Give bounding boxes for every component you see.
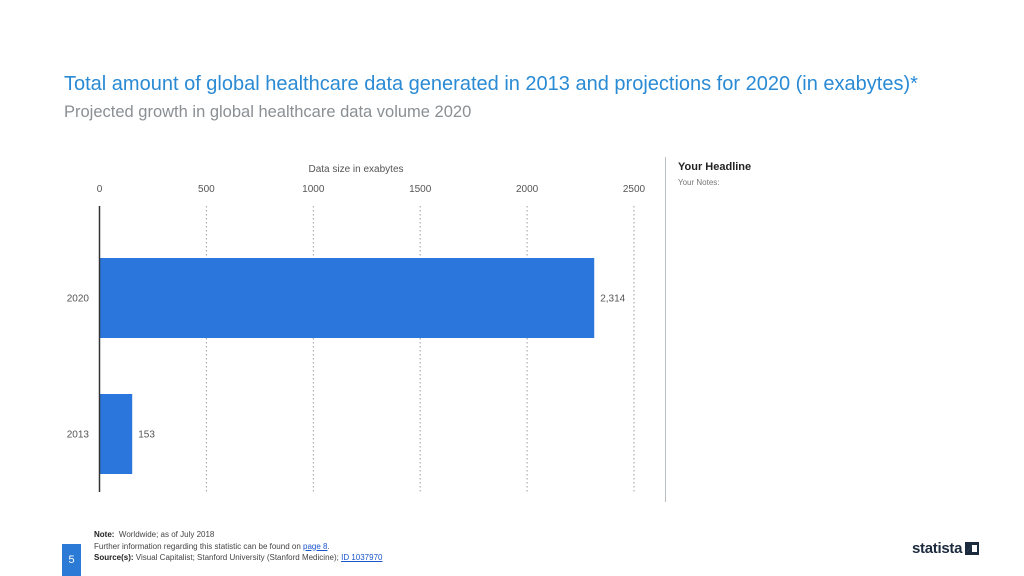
x-tick-label-500: 500 xyxy=(198,184,215,195)
bar-2020 xyxy=(99,258,595,338)
grid-lines xyxy=(205,206,635,492)
page-number: 5 xyxy=(62,544,81,576)
chart-title: Total amount of global healthcare data g… xyxy=(64,73,918,95)
page-link[interactable]: page 8 xyxy=(303,541,328,551)
side-notes: Your Notes: xyxy=(678,178,720,187)
source-text: Visual Capitalist; Stanford University (… xyxy=(135,553,339,562)
x-tick-label-1000: 1000 xyxy=(302,184,325,195)
x-tick-label-2500: 2500 xyxy=(623,184,646,195)
footer-note-line: Note: Worldwide; as of July 2018 xyxy=(94,529,382,541)
data-label-2013: 153 xyxy=(138,430,155,441)
x-axis-label: Data size in exabytes xyxy=(308,164,403,175)
footer: Note: Worldwide; as of July 2018 Further… xyxy=(94,529,382,564)
note-label: Note: xyxy=(94,530,115,539)
x-tick-label-1500: 1500 xyxy=(409,184,432,195)
side-headline: Your Headline xyxy=(678,161,752,173)
footer-source-line: Source(s): Visual Capitalist; Stanford U… xyxy=(94,552,382,564)
category-label-2020: 2020 xyxy=(67,294,90,305)
source-label: Source(s): xyxy=(94,553,134,562)
x-tick-label-2000: 2000 xyxy=(516,184,539,195)
side-divider xyxy=(665,157,666,502)
bars xyxy=(99,258,595,474)
statista-logo[interactable]: statista xyxy=(912,540,980,557)
footer-further-line: Further information regarding this stati… xyxy=(94,541,330,551)
bar-2013 xyxy=(99,394,133,474)
note-text: Worldwide; as of July 2018 xyxy=(118,530,215,539)
further-text: Further information regarding this stati… xyxy=(94,541,301,551)
category-label-2013: 2013 xyxy=(67,430,90,441)
logo-mark-icon xyxy=(965,542,980,555)
logo-text: statista xyxy=(912,540,963,557)
id-link[interactable]: ID 1037970 xyxy=(341,553,383,562)
data-label-2020: 2,314 xyxy=(600,294,625,305)
labels: 0 500 1000 1500 2000 2500 2020 2,314 2013 153 xyxy=(67,184,646,441)
chart-subtitle: Projected growth in global healthcare da… xyxy=(64,103,472,121)
x-tick-label-0: 0 xyxy=(97,184,103,195)
